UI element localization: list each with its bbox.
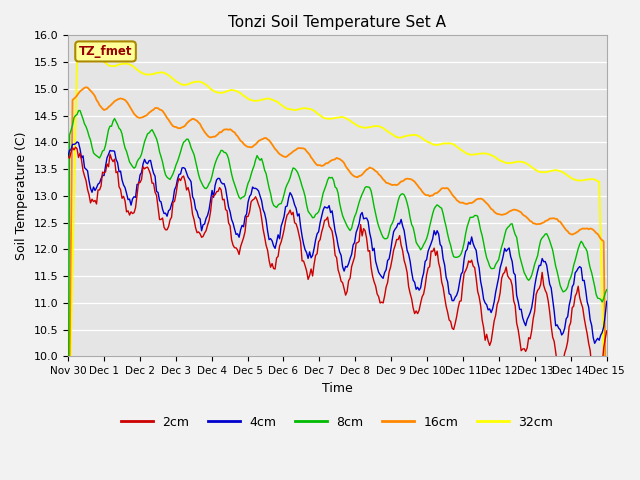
Text: TZ_fmet: TZ_fmet	[79, 45, 132, 58]
X-axis label: Time: Time	[322, 382, 353, 395]
4cm	[574, 265, 582, 271]
2cm	[72, 144, 79, 150]
4cm	[244, 199, 252, 205]
2cm	[226, 223, 234, 228]
32cm	[301, 105, 309, 111]
4cm	[64, 153, 72, 159]
8cm	[301, 193, 309, 199]
2cm	[603, 328, 611, 334]
2cm	[253, 197, 261, 203]
Title: Tonzi Soil Temperature Set A: Tonzi Soil Temperature Set A	[228, 15, 446, 30]
2cm	[301, 263, 309, 268]
4cm	[73, 139, 81, 145]
Y-axis label: Soil Temperature (C): Soil Temperature (C)	[15, 132, 28, 260]
32cm	[574, 178, 582, 183]
Line: 4cm: 4cm	[68, 142, 607, 343]
8cm	[226, 164, 234, 169]
4cm	[253, 186, 261, 192]
Line: 32cm: 32cm	[68, 54, 607, 479]
16cm	[82, 84, 90, 90]
32cm	[244, 96, 252, 102]
16cm	[603, 456, 611, 462]
32cm	[603, 476, 611, 480]
16cm	[253, 140, 261, 145]
32cm	[132, 66, 140, 72]
Line: 2cm: 2cm	[68, 147, 607, 383]
8cm	[253, 153, 261, 158]
32cm	[226, 87, 234, 93]
2cm	[64, 154, 72, 159]
Line: 16cm: 16cm	[68, 87, 607, 480]
4cm	[591, 340, 598, 346]
16cm	[226, 126, 234, 132]
16cm	[574, 228, 582, 234]
32cm	[253, 98, 261, 104]
4cm	[603, 299, 611, 304]
16cm	[301, 146, 309, 152]
8cm	[132, 164, 140, 170]
8cm	[244, 180, 252, 186]
16cm	[132, 112, 140, 118]
2cm	[594, 380, 602, 386]
32cm	[86, 51, 94, 57]
2cm	[132, 205, 140, 211]
8cm	[603, 287, 611, 293]
Line: 8cm: 8cm	[68, 110, 607, 480]
4cm	[301, 247, 309, 252]
Legend: 2cm, 4cm, 8cm, 16cm, 32cm: 2cm, 4cm, 8cm, 16cm, 32cm	[116, 411, 559, 434]
32cm	[64, 472, 72, 478]
2cm	[244, 214, 252, 219]
8cm	[574, 246, 582, 252]
8cm	[76, 108, 84, 113]
2cm	[574, 283, 582, 289]
4cm	[132, 194, 140, 200]
4cm	[226, 209, 234, 215]
16cm	[244, 144, 252, 150]
